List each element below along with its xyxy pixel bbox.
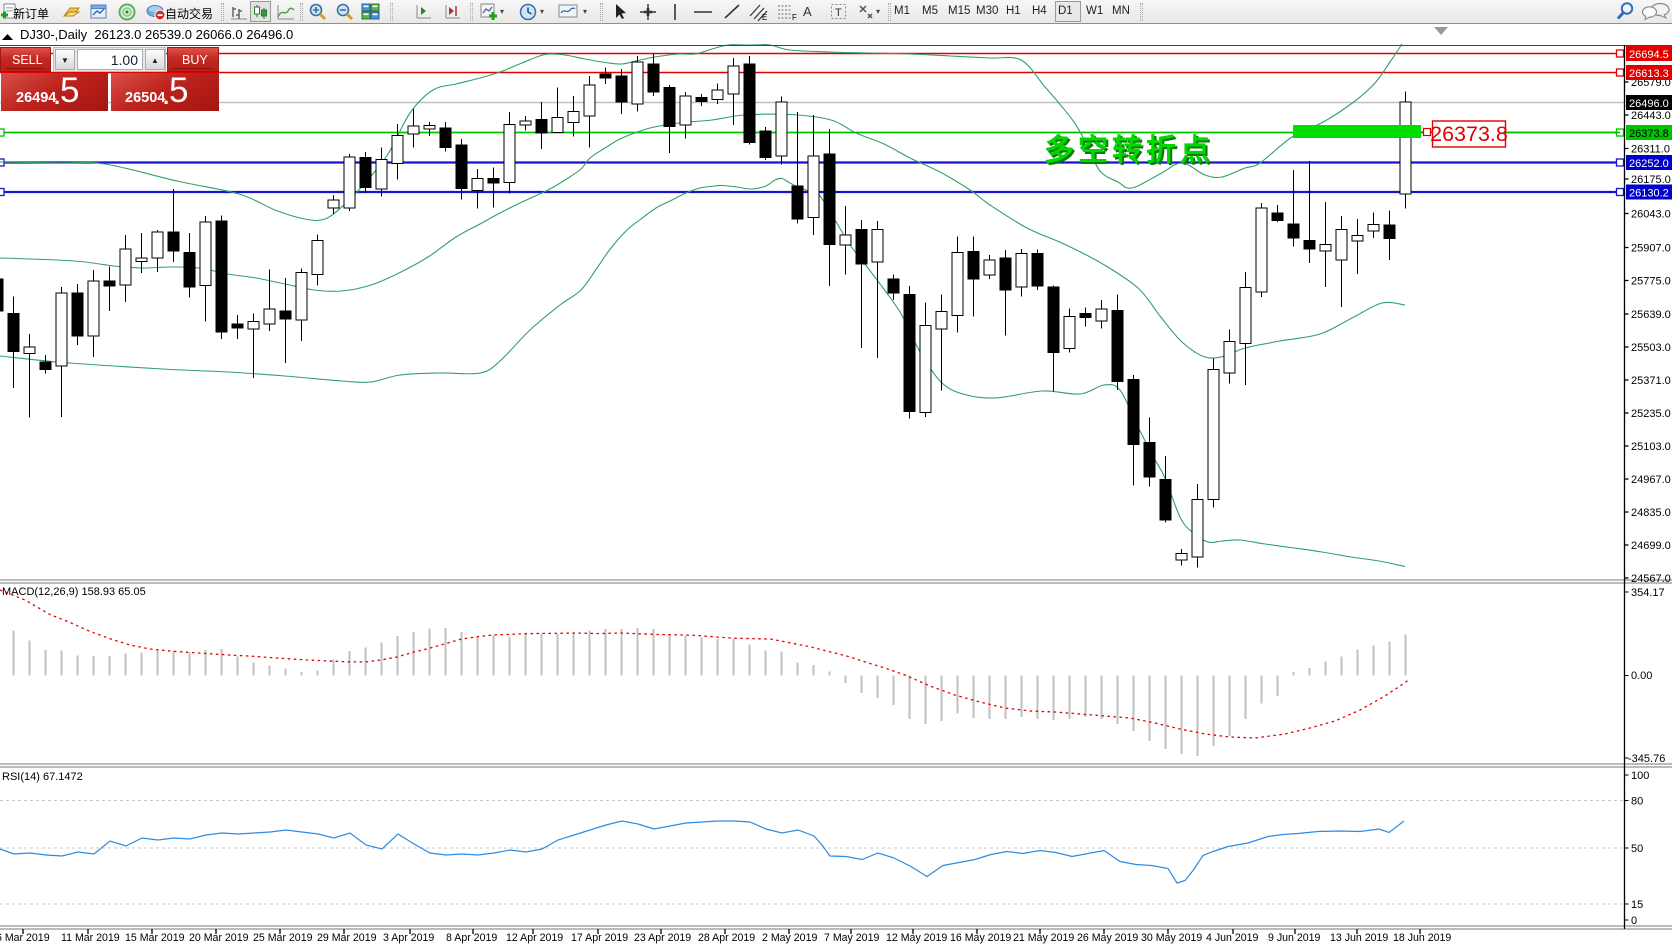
- svg-text:24835.0: 24835.0: [1631, 507, 1671, 519]
- svg-text:12 Apr 2019: 12 Apr 2019: [506, 932, 563, 944]
- svg-text:29 Mar 2019: 29 Mar 2019: [317, 932, 377, 944]
- svg-text:3 Apr 2019: 3 Apr 2019: [383, 932, 434, 944]
- svg-text:多空转折点: 多空转折点: [1044, 134, 1214, 167]
- svg-text:25503.0: 25503.0: [1631, 342, 1671, 354]
- svg-text:26443.0: 26443.0: [1631, 110, 1671, 122]
- svg-text:15 Mar 2019: 15 Mar 2019: [125, 932, 185, 944]
- svg-text:F: F: [792, 13, 797, 22]
- svg-text:RSI(14) 67.1472: RSI(14) 67.1472: [2, 771, 83, 783]
- svg-text:26496.0: 26496.0: [1629, 98, 1669, 110]
- svg-text:25639.0: 25639.0: [1631, 309, 1671, 321]
- svg-text:354.17: 354.17: [1631, 587, 1665, 599]
- svg-text:17 Apr 2019: 17 Apr 2019: [571, 932, 628, 944]
- svg-text:MACD(12,26,9) 158.93 65.05: MACD(12,26,9) 158.93 65.05: [2, 586, 146, 598]
- svg-text:-345.76: -345.76: [1628, 753, 1665, 765]
- svg-text:20 Mar 2019: 20 Mar 2019: [189, 932, 249, 944]
- svg-text:24967.0: 24967.0: [1631, 474, 1671, 486]
- svg-text:26252.0: 26252.0: [1629, 158, 1669, 170]
- svg-text:25 Mar 2019: 25 Mar 2019: [253, 932, 313, 944]
- svg-text:24699.0: 24699.0: [1631, 540, 1671, 552]
- svg-text:4 Jun 2019: 4 Jun 2019: [1206, 932, 1259, 944]
- svg-text:15: 15: [1631, 899, 1643, 911]
- svg-text:28 Apr 2019: 28 Apr 2019: [698, 932, 755, 944]
- svg-text:9 Jun 2019: 9 Jun 2019: [1268, 932, 1321, 944]
- svg-text:6 Mar 2019: 6 Mar 2019: [0, 932, 50, 944]
- svg-text:2 May 2019: 2 May 2019: [762, 932, 817, 944]
- svg-text:21 May 2019: 21 May 2019: [1013, 932, 1074, 944]
- svg-text:16 May 2019: 16 May 2019: [950, 932, 1011, 944]
- svg-text:26 May 2019: 26 May 2019: [1077, 932, 1138, 944]
- svg-text:12 May 2019: 12 May 2019: [886, 932, 947, 944]
- svg-text:13 Jun 2019: 13 Jun 2019: [1330, 932, 1388, 944]
- svg-text:E: E: [762, 13, 767, 22]
- svg-text:26130.2: 26130.2: [1629, 188, 1669, 200]
- svg-text:25907.0: 25907.0: [1631, 243, 1671, 255]
- svg-text:30 May 2019: 30 May 2019: [1141, 932, 1202, 944]
- svg-text:26043.0: 26043.0: [1631, 209, 1671, 221]
- svg-text:25103.0: 25103.0: [1631, 441, 1671, 453]
- svg-text:100: 100: [1631, 770, 1649, 782]
- svg-text:50: 50: [1631, 843, 1643, 855]
- svg-text:25775.0: 25775.0: [1631, 276, 1671, 288]
- svg-text:26373.8: 26373.8: [1629, 128, 1669, 140]
- svg-text:T: T: [835, 7, 842, 19]
- svg-text:0: 0: [1631, 915, 1637, 927]
- svg-text:8 Apr 2019: 8 Apr 2019: [446, 932, 497, 944]
- svg-text:26311.0: 26311.0: [1631, 144, 1670, 156]
- svg-text:26694.5: 26694.5: [1629, 49, 1669, 61]
- svg-text:23 Apr 2019: 23 Apr 2019: [634, 932, 691, 944]
- svg-text:18 Jun 2019: 18 Jun 2019: [1393, 932, 1451, 944]
- svg-text:80: 80: [1631, 796, 1643, 808]
- svg-text:0.00: 0.00: [1631, 670, 1652, 682]
- svg-text:7 May 2019: 7 May 2019: [824, 932, 879, 944]
- svg-text:26373.8: 26373.8: [1430, 122, 1508, 146]
- svg-text:26613.3: 26613.3: [1629, 68, 1669, 80]
- svg-text:26175.0: 26175.0: [1631, 174, 1671, 186]
- svg-text:25371.0: 25371.0: [1631, 375, 1671, 387]
- svg-text:11 Mar 2019: 11 Mar 2019: [61, 932, 120, 944]
- svg-text:25235.0: 25235.0: [1631, 408, 1671, 420]
- svg-text:24567.0: 24567.0: [1631, 573, 1671, 585]
